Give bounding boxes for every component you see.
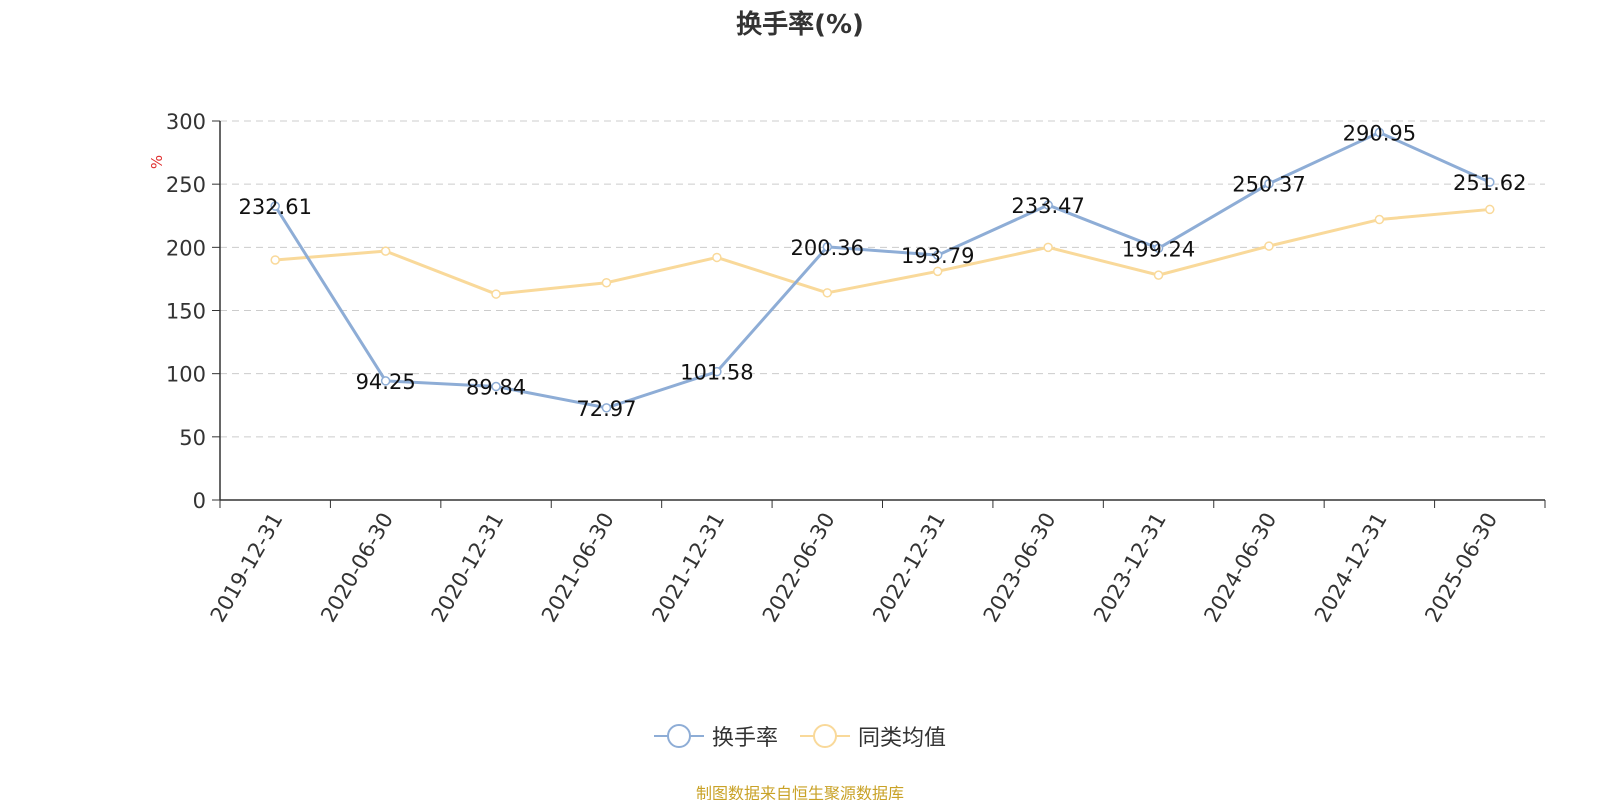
y-tick-label: 200 — [166, 236, 206, 260]
y-tick-label: 250 — [166, 173, 206, 197]
data-point — [822, 288, 833, 298]
data-point — [1374, 214, 1385, 225]
legend-item-peer-average[interactable]: 同类均值 — [800, 720, 946, 752]
data-point — [491, 289, 501, 299]
x-tick-label: 2019-12-31 — [206, 509, 288, 627]
legend-item-turnover[interactable]: 换手率 — [653, 720, 778, 752]
series-line — [275, 207, 1490, 296]
data-label: 199.24 — [1122, 237, 1195, 261]
data-label: 290.95 — [1343, 121, 1416, 145]
legend-turnover-marker-icon — [653, 724, 704, 748]
x-tick-label: 2021-06-30 — [537, 509, 619, 627]
y-tick-label: 50 — [179, 426, 206, 450]
data-point — [270, 255, 280, 265]
data-label: 232.61 — [238, 195, 311, 219]
source-note: 制图数据来自恒生聚源数据库 — [695, 784, 904, 800]
x-tick-label: 2020-06-30 — [316, 509, 398, 627]
data-point — [1264, 241, 1274, 251]
y-tick-label: 0 — [193, 489, 206, 513]
y-axis-label: % — [148, 155, 166, 169]
data-point — [601, 277, 612, 288]
data-point — [1153, 243, 1164, 254]
x-tick-label: 2023-06-30 — [979, 509, 1061, 627]
series-peer-average — [270, 204, 1495, 299]
data-label: 193.79 — [901, 244, 974, 268]
data-point — [270, 201, 280, 211]
data-label: 101.58 — [680, 361, 753, 385]
x-tick-label: 2020-12-31 — [427, 509, 509, 627]
x-tick-label: 2022-12-31 — [868, 509, 950, 627]
y-tick-label: 150 — [166, 300, 206, 324]
line-chart: 0 50 100 150 200 250 300% 2019-12-31 2020-06-30 2… — [148, 110, 1546, 627]
series-line — [273, 130, 1491, 410]
legend-label-turnover: 换手率 — [711, 726, 778, 751]
y-tick-label: 300 — [166, 110, 206, 134]
x-tick-label: 2023-12-31 — [1089, 509, 1171, 627]
legend-peer-average-marker-icon — [800, 724, 850, 748]
data-label: 94.25 — [356, 370, 416, 394]
data-label: 251.62 — [1453, 171, 1526, 195]
data-point — [1153, 270, 1164, 280]
data-point — [822, 242, 833, 252]
chart-title: 换手率(%) — [736, 10, 864, 40]
data-label: 72.97 — [576, 397, 636, 421]
legend-label-peer-average: 同类均值 — [858, 726, 947, 751]
x-tick-label: 2024-12-31 — [1310, 509, 1392, 627]
data-point — [712, 252, 722, 263]
data-point — [1485, 204, 1495, 215]
data-point — [1264, 178, 1274, 189]
legend: 换手率 同类均值 — [0, 720, 1600, 752]
x-tick-label: 2022-06-30 — [758, 509, 840, 627]
data-point — [380, 246, 391, 256]
x-tick-label: 2024-06-30 — [1199, 509, 1281, 627]
data-point — [932, 250, 943, 260]
y-tick-label: 100 — [166, 363, 206, 387]
data-label: 233.47 — [1011, 194, 1084, 218]
data-label: 250.37 — [1232, 173, 1305, 197]
data-point — [1374, 127, 1385, 138]
data-point — [712, 366, 722, 377]
x-tick-label: 2021-12-31 — [647, 509, 729, 627]
data-point — [1043, 200, 1053, 210]
data-point — [601, 403, 612, 413]
data-point — [1043, 242, 1053, 253]
data-label: 200.36 — [791, 236, 864, 260]
data-point — [1485, 177, 1495, 187]
data-point — [932, 266, 943, 277]
data-point — [491, 381, 501, 392]
data-point — [380, 376, 391, 386]
data-label: 89.84 — [466, 376, 526, 400]
series-turnover — [270, 127, 1495, 413]
x-tick-label: 2025-06-30 — [1420, 509, 1502, 627]
